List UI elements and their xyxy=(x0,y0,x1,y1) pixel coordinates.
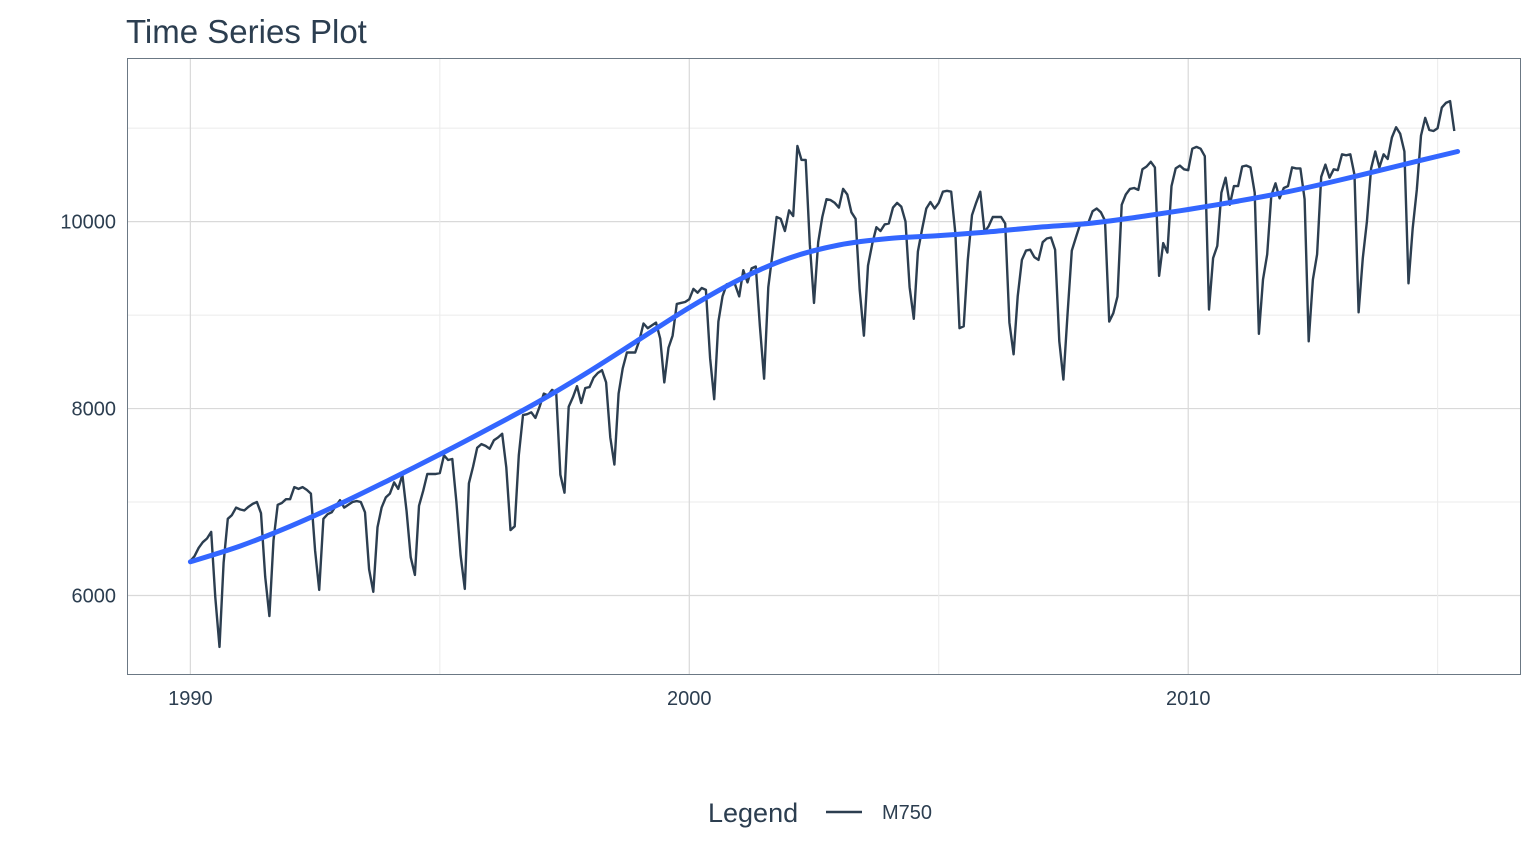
trend-smooth-line xyxy=(187,149,1461,565)
panel-border xyxy=(127,58,1521,675)
y-axis: 6000 8000 10000 xyxy=(60,212,116,608)
x-tick-label: 2000 xyxy=(667,688,712,710)
legend: M750 xyxy=(826,802,932,824)
x-axis: 1990 2000 2010 xyxy=(168,688,1210,710)
x-tick-label: 1990 xyxy=(168,688,213,710)
legend-title: Legend xyxy=(708,798,798,828)
x-tick-label: 2010 xyxy=(1166,688,1211,710)
series-layer xyxy=(187,99,1461,649)
series-line-m750 xyxy=(189,99,1456,649)
legend-label-m750: M750 xyxy=(882,802,932,824)
y-tick-label: 8000 xyxy=(72,399,117,421)
y-tick-label: 6000 xyxy=(72,585,117,607)
y-tick-label: 10000 xyxy=(60,212,116,234)
grid xyxy=(128,59,1520,674)
chart-title: Time Series Plot xyxy=(126,13,367,50)
